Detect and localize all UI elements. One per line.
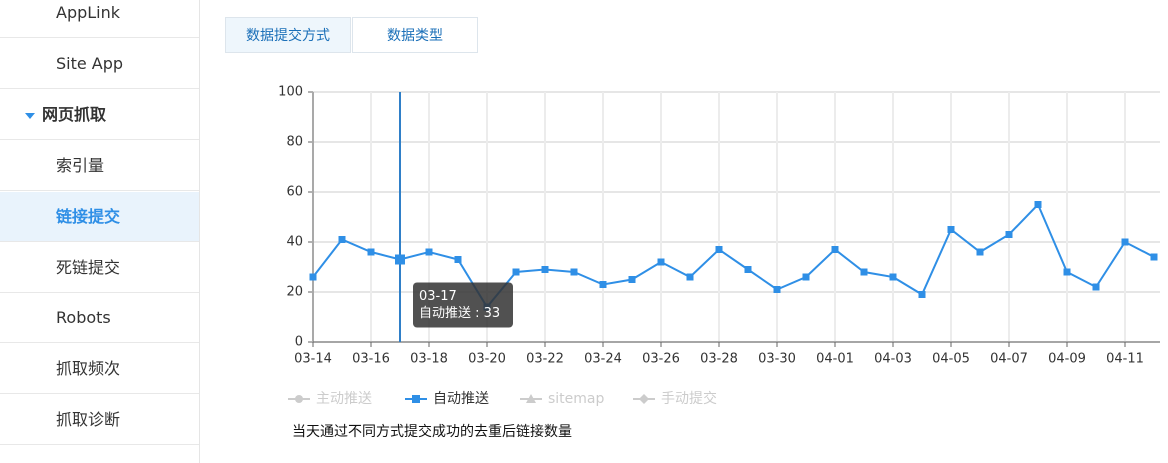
legend-label[interactable]: sitemap <box>548 391 605 407</box>
point <box>1092 283 1100 291</box>
legend-label[interactable]: 自动推送 <box>433 391 489 407</box>
point <box>395 254 405 265</box>
x-tick-label: 03-28 <box>700 352 738 367</box>
line <box>312 202 1155 309</box>
x-tick-label: 03-30 <box>758 352 796 367</box>
sidebar: AppLink Site App 网页抓取 索引量 链接提交 死链提交 Robots 抓取频次… <box>0 0 200 463</box>
point <box>1005 231 1013 238</box>
point <box>1063 268 1071 276</box>
nav-item[interactable]: AppLink <box>0 0 199 38</box>
y-tick-label: 0 <box>295 335 303 350</box>
point <box>1034 201 1042 208</box>
point <box>454 256 462 263</box>
y-tick-label: 60 <box>286 185 303 200</box>
point <box>947 226 955 233</box>
x-tick-label: 03-18 <box>410 352 448 367</box>
point <box>918 291 926 298</box>
legend-label[interactable]: 手动提交 <box>661 390 717 407</box>
x-tick-label: 03-20 <box>468 352 506 367</box>
x-tick-label: 04-11 <box>1106 352 1144 367</box>
point <box>512 268 520 276</box>
legend-marker <box>639 394 649 404</box>
x-tick-label: 04-07 <box>990 352 1028 367</box>
nav-item[interactable]: 死链提交 <box>0 243 199 293</box>
point <box>541 266 549 273</box>
x-tick-label: 04-01 <box>816 352 854 367</box>
expand-icon <box>25 112 35 119</box>
nav-item[interactable]: 抓取频次 <box>0 344 199 395</box>
point <box>657 258 665 266</box>
legend-label[interactable]: 主动推送 <box>316 391 372 407</box>
tab[interactable]: 数据提交方式 <box>225 17 351 53</box>
tooltip-box <box>413 282 513 328</box>
point <box>831 246 839 253</box>
nav-item[interactable]: 抓取诊断 <box>0 395 199 446</box>
point <box>309 273 317 281</box>
x-tick-label: 04-03 <box>874 352 912 367</box>
y-tick-label: 40 <box>286 235 303 250</box>
x-tick-label: 03-22 <box>526 352 564 367</box>
x-tick-label: 04-05 <box>932 352 970 367</box>
y-tick-label: 20 <box>286 285 303 300</box>
point <box>686 273 694 281</box>
legend-marker <box>295 395 303 403</box>
x-tick-label: 04-09 <box>1048 352 1086 367</box>
point <box>1150 253 1158 261</box>
point <box>570 268 578 276</box>
point <box>744 266 752 273</box>
caption: 当天通过不同方式提交成功的去重后链接数量 <box>292 423 572 440</box>
point <box>889 273 897 281</box>
nav-item[interactable]: 索引量 <box>0 141 199 191</box>
point <box>773 286 781 293</box>
point <box>338 236 346 243</box>
x-tick-label: 03-26 <box>642 352 680 367</box>
nav-item[interactable]: 网页抓取 <box>0 90 199 140</box>
nav-item[interactable]: 链接提交 <box>0 191 199 242</box>
y-tick-label: 100 <box>278 85 303 100</box>
x-tick-label: 03-24 <box>584 352 622 367</box>
x-tick-label: 03-16 <box>352 352 390 367</box>
tab[interactable]: 数据类型 <box>352 17 478 53</box>
point <box>367 248 375 256</box>
point <box>628 276 636 283</box>
tooltip-text: 自动推送 : 33 <box>419 306 500 321</box>
nav-item[interactable]: Site App <box>0 39 199 89</box>
point <box>425 248 433 256</box>
point <box>599 281 607 288</box>
y-tick-label: 80 <box>286 135 303 150</box>
point <box>715 246 723 253</box>
nav-item[interactable]: Robots <box>0 293 199 344</box>
point <box>1121 238 1129 246</box>
point <box>860 268 868 276</box>
x-tick-label: 03-14 <box>294 352 332 367</box>
legend-marker <box>412 395 420 403</box>
point <box>976 248 984 256</box>
tooltip-title: 03-17 <box>419 289 457 304</box>
legend-marker <box>526 394 536 403</box>
point <box>802 273 810 281</box>
